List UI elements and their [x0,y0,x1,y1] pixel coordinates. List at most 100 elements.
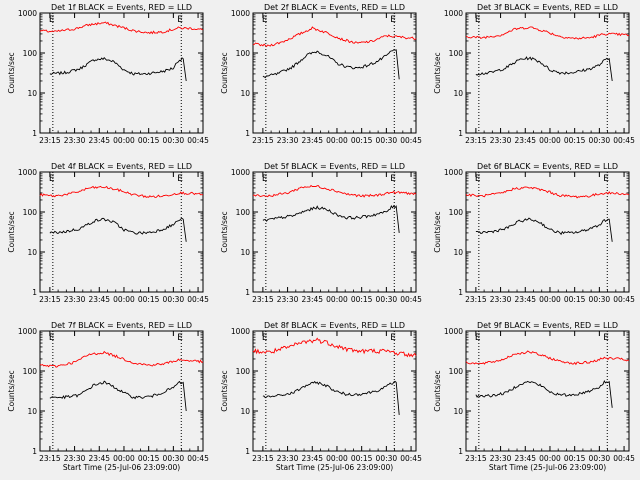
x-tick-label: 23:15 [39,454,61,463]
x-tick-label: 23:30 [490,454,512,463]
event-marker-label: E [177,333,183,343]
x-tick-label: 23:30 [277,454,299,463]
lld-series-line [39,185,203,198]
chart-title: Det 3f BLACK = Events, RED = LLD [477,3,618,12]
y-tick-label: 10 [27,248,37,257]
y-tick-label: 10 [240,248,250,257]
y-tick-label: 10 [27,89,37,98]
y-axis-label: Counts/sec [7,52,16,93]
x-tick-label: 23:15 [465,295,487,304]
x-tick-label: 00:00 [113,454,135,463]
x-tick-label: 00:00 [539,136,561,145]
y-axis-label: Counts/sec [433,370,442,411]
lld-series-line [39,350,204,368]
y-tick-label: 10 [453,248,463,257]
plot-frame [252,171,417,293]
x-tick-label: 23:15 [252,454,274,463]
chart-panel: Det 2f BLACK = Events, RED = LLD 1 10 100 10… [220,3,422,145]
y-tick-label: 1000 [444,327,463,336]
x-tick-label: 00:15 [564,295,586,304]
x-tick-label: 23:45 [514,136,536,145]
x-tick-label: 00:45 [613,295,635,304]
x-tick-label: 23:15 [39,295,61,304]
event-marker-label: E [603,333,609,343]
y-tick-label: 10 [240,89,250,98]
lld-series-line [465,350,630,366]
x-tick-label: 00:30 [376,454,398,463]
event-marker-label: E [603,15,609,25]
y-tick-label: 1 [245,447,250,456]
chart-panel: Det 7f BLACK = Events, RED = LLD 1 10 100 10… [7,321,209,472]
y-tick-label: 10 [453,89,463,98]
x-tick-label: 23:30 [64,136,86,145]
chart-panel: Det 4f BLACK = Events, RED = LLD 1 10 100 10… [7,162,209,304]
y-tick-label: 1000 [444,168,463,177]
x-tick-label: 00:45 [187,295,209,304]
x-tick-label: 00:15 [564,454,586,463]
y-tick-label: 1 [458,288,463,297]
event-marker-label: E [475,15,481,25]
y-tick-label: 1000 [231,168,250,177]
x-tick-label: 23:45 [301,454,323,463]
y-tick-label: 1 [458,447,463,456]
x-tick-label: 00:30 [589,295,611,304]
lld-series-line [465,186,630,199]
x-tick-label: 00:45 [187,454,209,463]
x-tick-label: 00:00 [539,454,561,463]
y-tick-label: 100 [23,367,38,376]
y-tick-label: 100 [23,208,38,217]
y-tick-label: 10 [240,407,250,416]
chart-title: Det 4f BLACK = Events, RED = LLD [51,162,192,171]
events-series-line [49,217,187,242]
events-series-line [475,56,613,82]
y-tick-label: 100 [449,367,464,376]
x-tick-label: 23:30 [64,295,86,304]
events-series-line [262,49,400,80]
x-tick-label: 00:00 [113,136,135,145]
event-marker-label: E [390,333,396,343]
x-tick-label: 23:30 [490,136,512,145]
chart-title: Det 2f BLACK = Events, RED = LLD [264,3,405,12]
y-axis-label: Counts/sec [7,211,16,252]
events-series-line [475,217,613,242]
y-tick-label: 1000 [18,168,37,177]
y-tick-label: 100 [236,208,251,217]
x-tick-label: 00:15 [138,136,160,145]
y-tick-label: 10 [453,407,463,416]
event-marker-label: E [49,15,55,25]
event-marker-label: E [49,333,55,343]
y-tick-label: 10 [27,407,37,416]
x-tick-label: 00:45 [400,136,422,145]
y-tick-label: 1 [32,129,37,138]
y-tick-label: 100 [236,367,251,376]
x-tick-label: 23:15 [465,454,487,463]
x-tick-label: 23:45 [88,136,110,145]
x-tick-label: 00:15 [564,136,586,145]
x-tick-label: 00:45 [613,454,635,463]
y-tick-label: 1 [245,129,250,138]
x-tick-label: 00:45 [400,295,422,304]
x-tick-label: 00:00 [326,454,348,463]
plot-frame [465,330,630,452]
event-marker-label: E [49,174,55,184]
x-tick-label: 23:45 [514,454,536,463]
x-tick-label: 23:30 [277,295,299,304]
x-tick-label: 00:30 [163,295,185,304]
y-tick-label: 100 [449,49,464,58]
y-tick-label: 100 [23,49,38,58]
event-marker-label: E [475,333,481,343]
x-tick-label: 00:15 [138,295,160,304]
x-tick-label: 00:15 [351,136,373,145]
event-marker-label: E [390,15,396,25]
x-tick-label: 23:45 [88,454,110,463]
chart-panel: Det 5f BLACK = Events, RED = LLD 1 10 100 10… [220,162,422,304]
x-tick-label: 00:00 [539,295,561,304]
y-tick-label: 1 [245,288,250,297]
plot-frame [252,12,417,134]
lld-series-line [252,26,417,48]
lld-series-line [465,26,630,40]
event-marker-label: E [390,174,396,184]
x-tick-label: 23:45 [301,295,323,304]
y-tick-label: 1000 [231,9,250,18]
chart-panel: Det 3f BLACK = Events, RED = LLD 1 10 100 10… [433,3,635,145]
